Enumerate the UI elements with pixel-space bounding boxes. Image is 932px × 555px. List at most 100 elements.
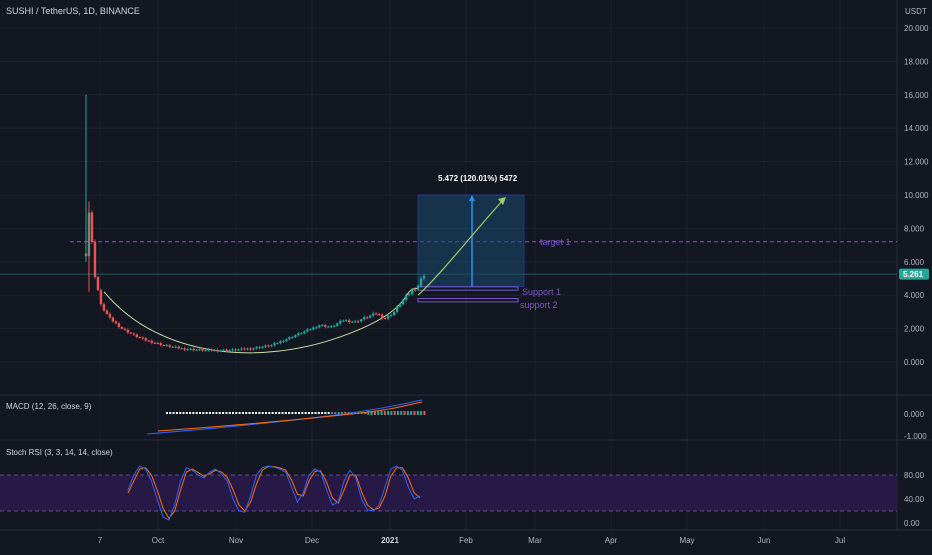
candle-body[interactable]	[276, 343, 279, 345]
candle-body[interactable]	[374, 313, 378, 315]
candle-body[interactable]	[135, 334, 139, 338]
candle-body[interactable]	[99, 290, 103, 305]
candle-body[interactable]	[216, 349, 219, 352]
candle-body[interactable]	[219, 350, 222, 352]
candle-body[interactable]	[386, 315, 390, 319]
candle-body[interactable]	[195, 349, 198, 351]
candle-body[interactable]	[321, 325, 324, 327]
candle-body[interactable]	[422, 275, 426, 279]
candle-body[interactable]	[240, 348, 243, 350]
candle-body[interactable]	[156, 342, 159, 344]
candle-body[interactable]	[342, 320, 345, 322]
candle-body[interactable]	[306, 329, 309, 332]
candle-body[interactable]	[102, 304, 106, 311]
candle-body[interactable]	[297, 333, 300, 336]
candle-body[interactable]	[345, 320, 348, 322]
candle-body[interactable]	[180, 348, 183, 350]
candle-body[interactable]	[207, 349, 210, 351]
candle-body[interactable]	[413, 289, 417, 291]
candle-body[interactable]	[365, 317, 369, 319]
candle-body[interactable]	[249, 348, 252, 350]
macd-signal-line[interactable]	[157, 401, 423, 432]
candle-body[interactable]	[138, 337, 142, 339]
candle-body[interactable]	[174, 346, 177, 348]
candle-body[interactable]	[339, 320, 342, 324]
candle-body[interactable]	[204, 350, 207, 352]
price-axis[interactable]: 0.000 2.000 4.000 6.000 8.000 10.000 12.000 14.…	[904, 24, 929, 367]
candle-body[interactable]	[189, 348, 192, 350]
macd-label[interactable]: MACD (12, 26, close, 9)	[6, 402, 92, 411]
stoch-label[interactable]: Stoch RSI (3, 3, 14, 14, close)	[6, 448, 113, 457]
macd-series[interactable]: 0.000 -1.000	[146, 399, 927, 441]
measure-box[interactable]	[417, 194, 525, 287]
candle-body[interactable]	[377, 314, 381, 316]
candle-body[interactable]	[111, 317, 115, 322]
candlestick-series[interactable]	[84, 94, 426, 353]
candle-body[interactable]	[359, 319, 363, 322]
symbol-title[interactable]: SUSHI / TetherUS, 1D, BINANCE	[6, 6, 140, 16]
candle-body[interactable]	[324, 325, 327, 327]
candle-body[interactable]	[371, 313, 375, 316]
candle-body[interactable]	[288, 337, 291, 340]
candle-body[interactable]	[150, 340, 154, 343]
candle-body[interactable]	[395, 306, 399, 312]
candle-body[interactable]	[309, 329, 312, 331]
candle-body[interactable]	[419, 278, 423, 286]
candle-body[interactable]	[383, 318, 387, 320]
stoch-rsi-lines[interactable]: 80.00 40.00 0.00	[0, 465, 925, 528]
candle-body[interactable]	[141, 337, 145, 339]
candle-body[interactable]	[96, 276, 100, 291]
currency-label[interactable]: USDT	[905, 7, 927, 16]
candle-body[interactable]	[165, 345, 168, 347]
candle-body[interactable]	[351, 321, 354, 323]
candle-body[interactable]	[398, 304, 402, 307]
candle-body[interactable]	[90, 212, 94, 242]
candle-body[interactable]	[246, 348, 249, 350]
candle-body[interactable]	[192, 348, 195, 351]
candle-body[interactable]	[213, 349, 216, 351]
candle-body[interactable]	[147, 340, 151, 342]
candle-body[interactable]	[261, 346, 264, 348]
candle-body[interactable]	[291, 337, 294, 339]
candle-body[interactable]	[255, 347, 258, 349]
stoch-k-line[interactable]	[127, 465, 421, 521]
candle-body[interactable]	[171, 346, 174, 348]
candle-body[interactable]	[114, 321, 118, 324]
candle-body[interactable]	[186, 349, 189, 351]
candle-body[interactable]	[273, 343, 276, 346]
candle-body[interactable]	[252, 348, 255, 350]
time-axis[interactable]: 7 Oct Nov Dec 2021 Feb Mar Apr May Jun Jul	[98, 536, 846, 545]
candle-body[interactable]	[410, 289, 414, 295]
candle-body[interactable]	[132, 333, 136, 335]
candle-body[interactable]	[380, 314, 384, 319]
candle-body[interactable]	[258, 347, 261, 349]
candle-body[interactable]	[318, 325, 321, 328]
candle-body[interactable]	[177, 346, 180, 349]
candle-body[interactable]	[354, 321, 357, 323]
candle-body[interactable]	[285, 339, 288, 342]
candle-body[interactable]	[234, 349, 237, 351]
candle-body[interactable]	[336, 323, 339, 326]
candle-body[interactable]	[312, 327, 315, 330]
candle-body[interactable]	[368, 315, 372, 318]
candle-body[interactable]	[270, 345, 273, 347]
candle-body[interactable]	[105, 310, 109, 314]
candle-body[interactable]	[404, 295, 408, 300]
candle-body[interactable]	[228, 350, 231, 352]
candle-body[interactable]	[123, 328, 127, 330]
candle-body[interactable]	[303, 331, 306, 334]
candle-body[interactable]	[279, 341, 282, 344]
candle-body[interactable]	[401, 299, 405, 305]
candle-body[interactable]	[267, 345, 270, 347]
candle-body[interactable]	[117, 323, 121, 327]
candle-body[interactable]	[222, 349, 225, 351]
projection-path[interactable]	[417, 199, 504, 296]
candle-body[interactable]	[159, 343, 162, 346]
candle-body[interactable]	[300, 333, 303, 335]
candle-body[interactable]	[282, 341, 285, 343]
candle-body[interactable]	[416, 285, 420, 290]
candle-body[interactable]	[162, 345, 165, 347]
candle-body[interactable]	[183, 348, 186, 350]
candle-body[interactable]	[231, 349, 234, 351]
